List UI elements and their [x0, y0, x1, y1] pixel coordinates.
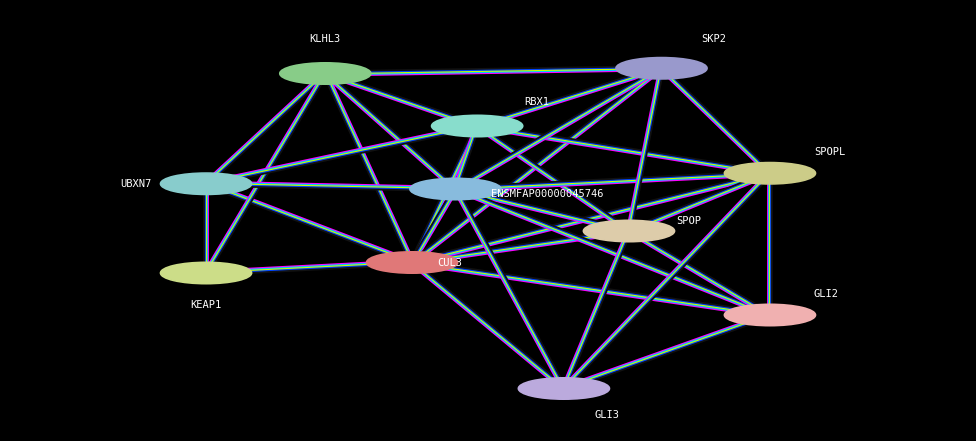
Text: CUL3: CUL3	[437, 258, 463, 268]
Ellipse shape	[160, 262, 252, 284]
Ellipse shape	[724, 163, 816, 184]
Ellipse shape	[616, 58, 707, 79]
Text: ENSMFAP00000045746: ENSMFAP00000045746	[491, 189, 604, 199]
Text: GLI2: GLI2	[814, 289, 838, 299]
Ellipse shape	[518, 378, 609, 399]
Ellipse shape	[410, 178, 501, 200]
Text: UBXN7: UBXN7	[120, 179, 151, 189]
Ellipse shape	[367, 252, 458, 273]
Text: RBX1: RBX1	[524, 97, 549, 107]
Ellipse shape	[584, 220, 674, 242]
Ellipse shape	[280, 63, 371, 84]
Text: SPOP: SPOP	[676, 216, 701, 225]
Text: SPOPL: SPOPL	[814, 147, 845, 157]
Ellipse shape	[724, 304, 816, 325]
Ellipse shape	[160, 173, 252, 194]
Text: GLI3: GLI3	[594, 410, 620, 420]
Ellipse shape	[431, 116, 523, 137]
Text: SKP2: SKP2	[701, 34, 726, 45]
Text: KEAP1: KEAP1	[190, 299, 222, 310]
Text: KLHL3: KLHL3	[309, 34, 341, 45]
